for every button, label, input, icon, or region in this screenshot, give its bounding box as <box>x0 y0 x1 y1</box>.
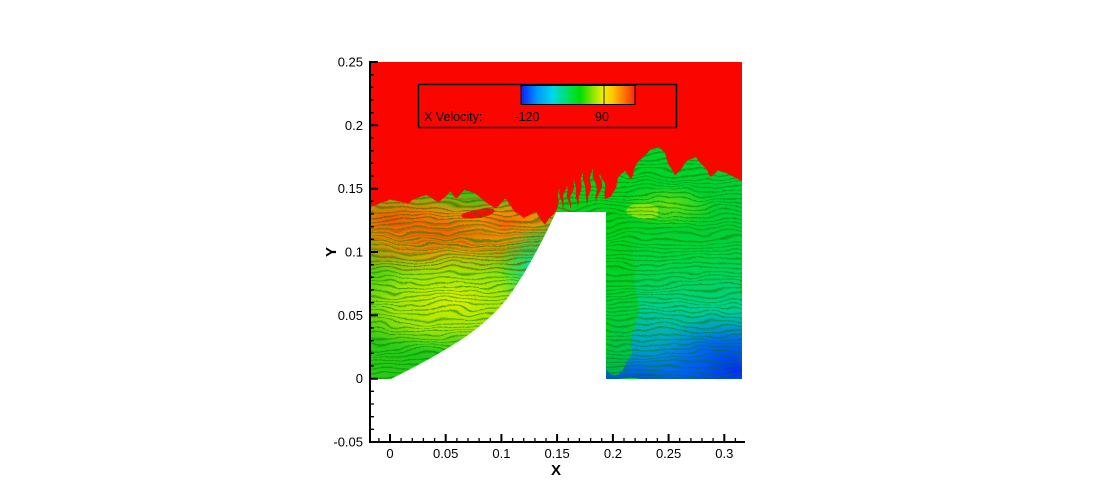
x-tick-label: 0.25 <box>656 446 681 461</box>
x-axis-tick-labels: 0 0.05 0.1 0.15 0.2 0.25 0.3 <box>386 446 733 461</box>
x-axis-minor-ticks <box>378 438 737 442</box>
y-tick-label: 0.15 <box>338 181 363 196</box>
y-tick-label: 0 <box>356 371 363 386</box>
legend-title: X Velocity: <box>424 110 482 124</box>
y-axis-tick-labels: 0.25 0.2 0.15 0.1 0.05 0 -0.05 <box>333 55 363 450</box>
x-tick-label: 0.05 <box>433 446 458 461</box>
x-tick-label: 0.3 <box>715 446 733 461</box>
y-tick-label: 0.05 <box>338 308 363 323</box>
ramp-step-obstacle <box>391 212 606 379</box>
legend-box <box>417 83 678 129</box>
y-tick-label: 0.25 <box>338 55 363 70</box>
colorbar-tick-label: 90 <box>595 110 609 124</box>
x-tick-label: 0 <box>386 446 393 461</box>
x-tick-label: 0.2 <box>604 446 622 461</box>
y-axis-minor-ticks <box>370 74 374 430</box>
colorbar <box>520 85 636 105</box>
y-axis-title: Y <box>323 247 340 257</box>
legend: X Velocity: -120 90 <box>417 83 678 129</box>
y-tick-label: 0.1 <box>345 245 363 260</box>
axes <box>369 61 745 443</box>
colorbar-min-label: -120 <box>514 110 539 124</box>
x-axis-title: X <box>551 462 561 479</box>
x-axis-major-ticks <box>389 434 726 442</box>
y-tick-label: -0.05 <box>333 435 363 450</box>
y-axis-major-ticks <box>370 61 378 443</box>
y-tick-label: 0.2 <box>345 118 363 133</box>
x-tick-label: 0.1 <box>492 446 510 461</box>
x-tick-label: 0.15 <box>544 446 569 461</box>
